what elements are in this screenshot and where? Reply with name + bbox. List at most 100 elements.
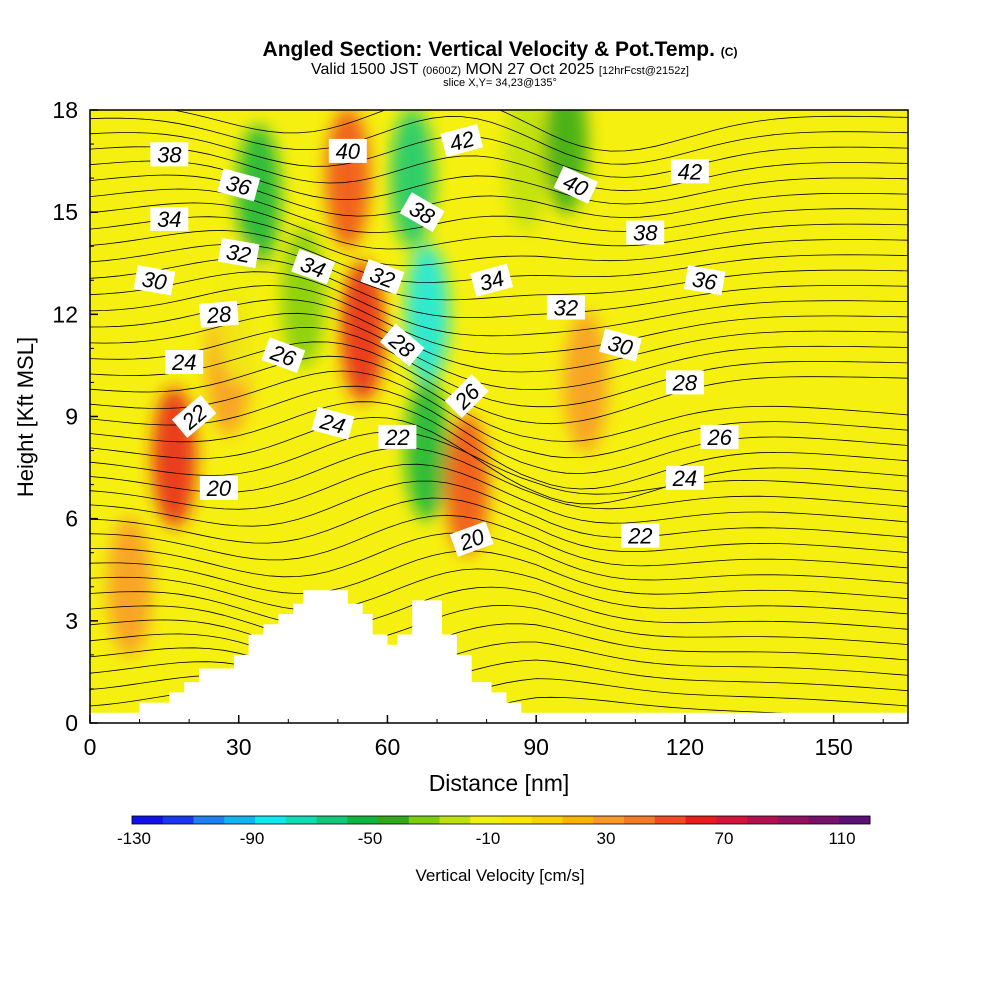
contour-label-box — [380, 323, 425, 367]
contour-label-text: 38 — [633, 221, 658, 246]
contour-label-box — [683, 265, 726, 296]
contour-label-text: 40 — [336, 139, 361, 164]
y-tick-label: 18 — [52, 97, 78, 123]
contour-label: 40 — [328, 138, 367, 164]
contour-label-box — [378, 424, 417, 449]
colorbar-tick-label: -10 — [476, 829, 501, 848]
contour-label-box — [470, 263, 514, 297]
contour-label: 42 — [440, 124, 484, 158]
colorbar-swatch — [193, 816, 225, 824]
contour-label-box — [150, 207, 189, 231]
colorbar-swatch — [531, 816, 563, 824]
theta-contour-line — [90, 116, 908, 165]
velocity-feature — [107, 516, 152, 657]
contour-label: 24 — [165, 350, 204, 375]
contour-label-box — [444, 374, 489, 419]
slice-info: slice X,Y= 34,23@135° — [443, 77, 557, 89]
contour-label-text: 28 — [205, 301, 233, 328]
contour-label-text: 34 — [157, 207, 181, 232]
contour-label: 30 — [133, 265, 176, 296]
theta-contour-line — [90, 480, 908, 538]
theta-contour-line — [90, 416, 908, 505]
colorbar-swatch — [162, 816, 194, 824]
theta-contour-line — [90, 619, 908, 661]
contour-label-text: 22 — [627, 524, 652, 549]
contour-label-box — [171, 395, 217, 438]
colorbar-swatch — [685, 816, 717, 824]
colorbar-swatch — [347, 816, 379, 824]
contour-label: 28 — [198, 300, 239, 328]
contour-label: 34 — [150, 207, 189, 232]
x-tick-label: 150 — [814, 734, 852, 760]
theta-contour-line — [90, 431, 908, 495]
contour-label-text: 36 — [690, 266, 719, 295]
colorbar-swatch — [132, 816, 164, 824]
y-axis: 0 3 6 9 12 15 18 — [52, 97, 98, 736]
theta-contour-line — [90, 604, 908, 645]
contour-label-text: 22 — [384, 425, 409, 450]
theta-contour-line — [90, 216, 908, 267]
contour-label: 28 — [665, 370, 704, 395]
colorbar-tick-label: 70 — [715, 829, 734, 848]
theta-contour-line — [90, 401, 908, 490]
contour-label-text: 26 — [706, 425, 732, 450]
colorbar-swatch — [224, 816, 256, 824]
contour-label: 22 — [621, 523, 660, 549]
x-tick-label: 60 — [375, 734, 401, 760]
forecast-info: [12hrFcst@2152z] — [598, 65, 689, 77]
theta-contour-line — [90, 202, 908, 250]
contour-label-box — [198, 300, 239, 328]
contour-label-box — [546, 295, 585, 320]
contour-label: 24 — [311, 406, 355, 440]
contour-label-box — [670, 159, 709, 184]
contour-label-text: 30 — [140, 266, 169, 295]
contour-label: 22 — [378, 424, 417, 450]
contour-label-box — [291, 248, 336, 285]
colorbar-swatch — [747, 816, 779, 824]
theta-contour-line — [90, 355, 908, 442]
title-mark: (C) — [720, 45, 738, 59]
y-axis-label: Height [Kft MSL] — [13, 337, 38, 497]
contour-label-text: 32 — [224, 239, 252, 268]
colorbar-tick-label: -130 — [117, 829, 151, 848]
y-tick-label: 0 — [65, 710, 78, 736]
contour-label-text: 38 — [157, 142, 182, 167]
colorbar-swatch — [316, 816, 348, 824]
theta-contour-line — [90, 647, 908, 692]
x-tick-label: 30 — [226, 734, 252, 760]
contour-label-box — [621, 523, 660, 548]
valid-time: Valid 1500 JST — [311, 61, 419, 78]
contour-label-box — [599, 328, 642, 362]
contour-label-box — [399, 192, 445, 233]
theta-contour-line — [90, 341, 908, 425]
contour-label: 36 — [217, 168, 261, 202]
theta-contour-line — [90, 633, 908, 676]
colorbar-swatch — [777, 816, 809, 824]
theta-contour-line — [90, 514, 908, 569]
contour-label-box — [217, 237, 260, 269]
colorbar-swatch — [285, 816, 317, 824]
contour-label-box — [217, 168, 261, 202]
colorbar-swatch — [562, 816, 594, 824]
colorbar-swatch — [808, 816, 840, 824]
contour-label: 38 — [150, 142, 189, 167]
theta-contour-line — [90, 463, 908, 524]
colorbar-swatch — [501, 816, 533, 824]
valid-date: MON 27 Oct 2025 — [465, 61, 595, 78]
velocity-feature — [340, 261, 385, 402]
contour-label: 20 — [199, 476, 238, 501]
colorbar-swatch — [654, 816, 686, 824]
y-tick-label: 15 — [52, 199, 78, 225]
contour-label-box — [133, 265, 176, 296]
colorbar-tick-label: -50 — [358, 829, 383, 848]
colorbar-swatch — [839, 816, 871, 824]
colorbar-swatch — [408, 816, 440, 824]
contour-label-box — [360, 259, 405, 295]
x-tick-label: 90 — [523, 734, 549, 760]
colorbar-swatch — [716, 816, 748, 824]
contour-label-box — [665, 370, 704, 395]
contour-label: 34 — [470, 263, 514, 297]
